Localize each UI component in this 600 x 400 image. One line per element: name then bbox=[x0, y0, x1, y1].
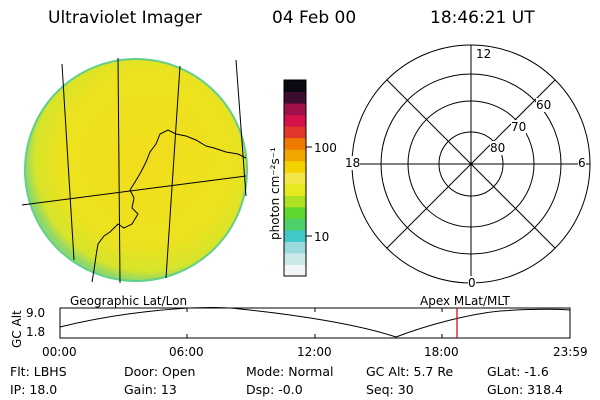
colorbar-segment bbox=[284, 252, 306, 265]
timeline-x-tick-2359: 23:59 bbox=[553, 345, 588, 359]
timeline-x-tick-06: 06:00 bbox=[169, 345, 204, 359]
colorbar-segment bbox=[284, 172, 306, 185]
colorbar-segment bbox=[284, 218, 306, 231]
status-glon: GLon: 318.4 bbox=[487, 382, 563, 397]
colorbar-segment bbox=[284, 126, 306, 139]
time-label: 18:46:21 UT bbox=[430, 8, 535, 28]
status-door: Door: Open bbox=[124, 364, 196, 379]
colorbar-segment bbox=[284, 114, 306, 127]
status-gc-alt: GC Alt: 5.7 Re bbox=[366, 364, 454, 379]
colorbar-ticks bbox=[306, 146, 312, 237]
mlt-label-18: 18 bbox=[345, 156, 361, 170]
colorbar-tick-10: 10 bbox=[314, 230, 330, 244]
status-ip: IP: 18.0 bbox=[10, 382, 58, 397]
timeline-x-tick-00: 00:00 bbox=[42, 345, 77, 359]
mlt-label-0: 0 bbox=[468, 276, 476, 290]
status-gain: Gain: 13 bbox=[124, 382, 177, 397]
app-title: Ultraviolet Imager bbox=[48, 8, 202, 28]
lat-label-80: 80 bbox=[490, 141, 506, 155]
colorbar-segment bbox=[284, 80, 306, 93]
status-seq: Seq: 30 bbox=[366, 382, 414, 397]
status-flt: Flt: LBHS bbox=[10, 364, 67, 379]
colorbar-segment bbox=[284, 229, 306, 242]
colorbar-segment bbox=[284, 264, 306, 277]
mlt-label-6: 6 bbox=[578, 156, 586, 170]
status-dsp: Dsp: -0.0 bbox=[246, 382, 303, 397]
coastline bbox=[91, 129, 247, 283]
colorbar-segment bbox=[284, 91, 306, 104]
earth-disk bbox=[24, 58, 248, 282]
timeline-right-label: Apex MLat/MLT bbox=[420, 294, 510, 308]
date-label: 04 Feb 00 bbox=[272, 8, 357, 28]
colorbar-segment bbox=[284, 103, 306, 116]
colorbar-border bbox=[283, 79, 307, 277]
timeline-x-tick-18: 18:00 bbox=[424, 345, 459, 359]
timeline-x-tick-12: 12:00 bbox=[297, 345, 332, 359]
grid-lines bbox=[21, 57, 247, 284]
status-glat: GLat: -1.6 bbox=[487, 364, 549, 379]
timeline-y-tick-1-8: 1.8 bbox=[26, 325, 46, 339]
altitude-curve bbox=[59, 307, 571, 338]
colorbar bbox=[283, 79, 307, 277]
colorbar-segment bbox=[284, 149, 306, 162]
colorbar-segment bbox=[284, 206, 306, 219]
mlt-label-12: 12 bbox=[476, 47, 492, 61]
lat-label-60: 60 bbox=[536, 98, 552, 112]
lat-label-70: 70 bbox=[511, 120, 527, 134]
colorbar-segment bbox=[284, 137, 306, 150]
colorbar-segment bbox=[284, 241, 306, 254]
colorbar-tick-100: 100 bbox=[314, 141, 337, 155]
colorbar-segment bbox=[284, 183, 306, 196]
colorbar-segment bbox=[284, 195, 306, 208]
status-mode: Mode: Normal bbox=[246, 364, 334, 379]
timeline-y-tick-9: 9.0 bbox=[26, 306, 46, 320]
timeline-left-label: Geographic Lat/Lon bbox=[70, 294, 188, 308]
colorbar-segment bbox=[284, 160, 306, 173]
